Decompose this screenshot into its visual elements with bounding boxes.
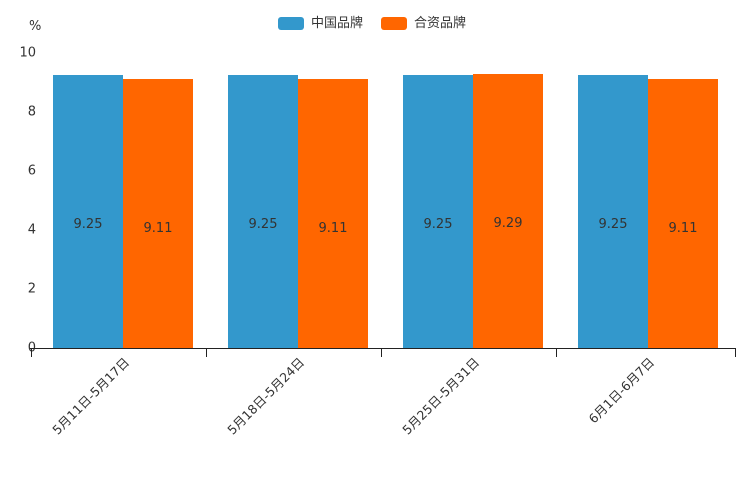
bar-series-1[interactable]: 9.11 xyxy=(648,79,718,348)
x-axis-category-label: 5月25日-5月31日 xyxy=(399,354,483,438)
legend-swatch-icon-series-1 xyxy=(381,16,407,30)
x-axis-tick-mark xyxy=(206,348,208,357)
bar-value-label: 9.25 xyxy=(423,217,453,233)
y-axis-tick-label: 8 xyxy=(27,104,36,120)
chart-legend: 中国品牌 合资品牌 xyxy=(0,12,744,34)
x-axis-category-label: 5月18日-5月24日 xyxy=(224,354,308,438)
bar-series-1[interactable]: 9.11 xyxy=(298,79,368,348)
x-axis-category-label: 5月11日-5月17日 xyxy=(49,354,133,438)
bar-value-label: 9.25 xyxy=(598,217,628,233)
x-axis-tick-mark xyxy=(735,348,737,357)
bar-value-label: 9.11 xyxy=(318,221,348,237)
x-axis-tick-mark xyxy=(31,348,33,357)
y-axis-tick-label: 6 xyxy=(27,163,36,179)
bar-value-label: 9.29 xyxy=(493,215,523,231)
x-axis-line xyxy=(30,348,735,350)
bar-series-1[interactable]: 9.11 xyxy=(123,79,193,348)
legend-item-series-1[interactable]: 合资品牌 xyxy=(381,15,467,31)
legend-label-series-1: 合资品牌 xyxy=(414,15,467,31)
bar-value-label: 9.25 xyxy=(248,217,278,233)
bar-value-label: 9.25 xyxy=(73,217,103,233)
bar-series-0[interactable]: 9.25 xyxy=(228,75,298,348)
legend-label-series-0: 中国品牌 xyxy=(310,15,363,31)
bar-value-label: 9.11 xyxy=(668,221,698,237)
bar-series-0[interactable]: 9.25 xyxy=(578,75,648,348)
y-axis-tick-label: 10 xyxy=(19,45,36,61)
x-axis-tick-mark xyxy=(556,348,558,357)
y-axis-tick-label: 2 xyxy=(27,281,36,297)
bar-value-label: 9.11 xyxy=(143,221,173,237)
x-axis-tick-mark xyxy=(381,348,383,357)
y-axis-tick-label: 4 xyxy=(27,222,36,238)
x-axis-category-label: 6月1日-6月7日 xyxy=(585,354,658,427)
plot-area: 0246810 9.259.119.259.119.259.299.259.11 xyxy=(19,47,735,355)
legend-swatch-icon-series-0 xyxy=(277,16,304,30)
bar-series-1[interactable]: 9.29 xyxy=(473,73,543,348)
bar-series-0[interactable]: 9.25 xyxy=(403,75,473,348)
bar-series-0[interactable]: 9.25 xyxy=(53,75,123,348)
legend-item-series-0[interactable]: 中国品牌 xyxy=(277,15,363,31)
y-axis-unit-label: % xyxy=(29,19,42,34)
